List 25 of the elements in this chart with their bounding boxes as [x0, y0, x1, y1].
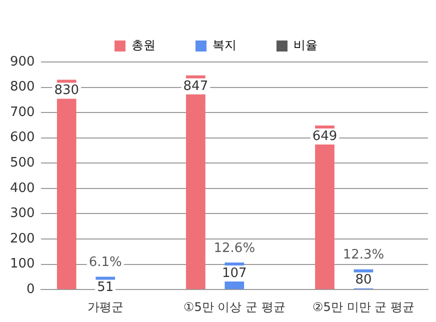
data-label: 830 — [54, 83, 80, 98]
annotation: 12.6% — [214, 240, 256, 256]
annotation: 6.1% — [88, 255, 122, 270]
x-tick-label: 가평군 — [87, 300, 124, 314]
data-label: 847 — [183, 78, 208, 94]
y-tick-label: 800 — [10, 80, 35, 95]
y-tick-label: 100 — [10, 256, 35, 272]
y-tick-label: 200 — [10, 231, 35, 246]
y-tick-label: 300 — [10, 206, 35, 222]
x-tick-label: ①5만 이상 군 평균 — [183, 300, 286, 314]
y-tick-label: 500 — [10, 156, 35, 171]
data-label: 649 — [312, 128, 338, 144]
data-label: 51 — [97, 280, 114, 296]
legend-label: 복지 — [212, 38, 236, 52]
y-tick-label: 600 — [10, 130, 35, 146]
data-label: 80 — [355, 272, 372, 288]
legend-label: 총원 — [132, 38, 156, 52]
y-tick-label: 900 — [10, 54, 35, 70]
y-tick-label: 700 — [10, 104, 35, 120]
data-label: 107 — [222, 266, 247, 281]
x-tick-label: ②5만 미만 군 평균 — [312, 300, 414, 314]
y-tick-label: 400 — [10, 180, 35, 196]
legend-label: 비율 — [294, 38, 318, 52]
annotation: 12.3% — [342, 248, 384, 263]
y-tick-label: 0 — [26, 282, 35, 297]
